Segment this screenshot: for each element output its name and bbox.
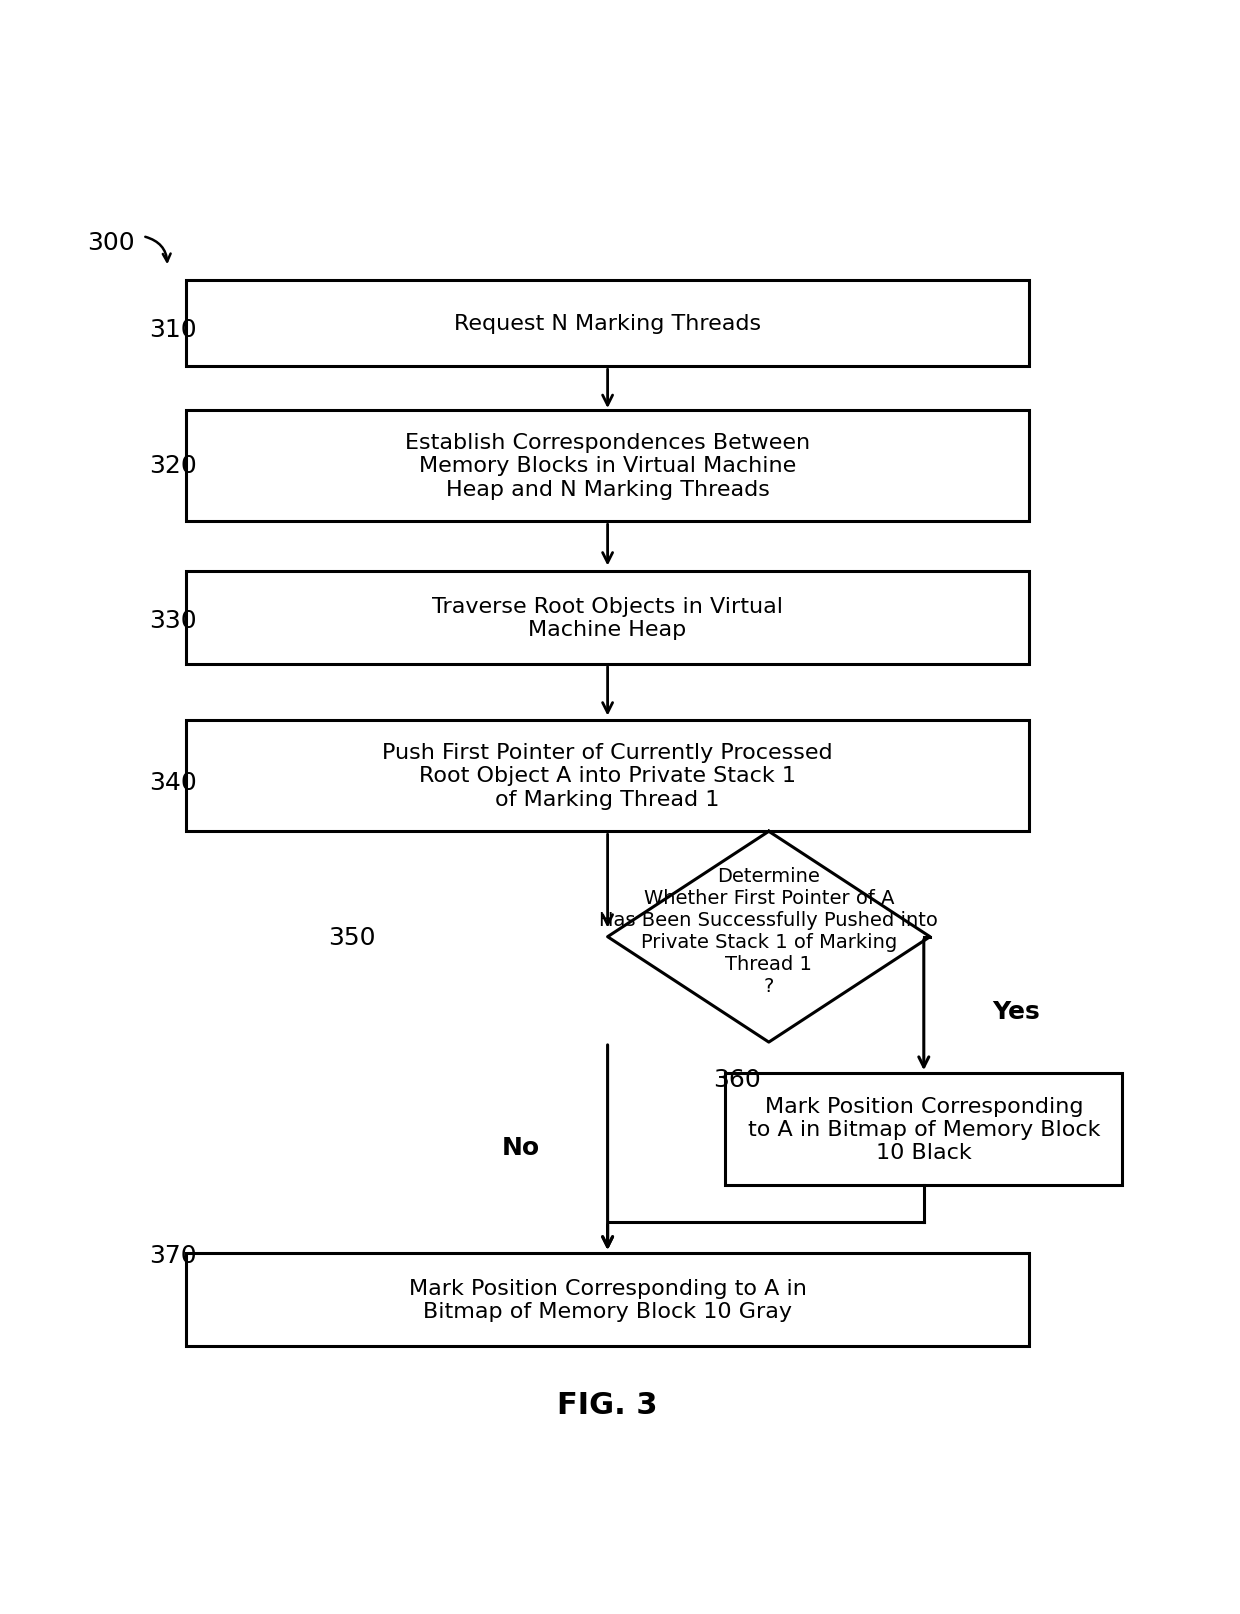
FancyBboxPatch shape	[186, 410, 1029, 521]
FancyBboxPatch shape	[186, 720, 1029, 831]
Text: 320: 320	[149, 454, 197, 478]
Text: 310: 310	[149, 318, 196, 342]
Text: Yes: Yes	[992, 999, 1040, 1023]
Text: 360: 360	[713, 1067, 761, 1091]
Text: Request N Marking Threads: Request N Marking Threads	[454, 313, 761, 334]
FancyBboxPatch shape	[186, 1252, 1029, 1346]
Text: Push First Pointer of Currently Processed
Root Object A into Private Stack 1
of : Push First Pointer of Currently Processe…	[382, 742, 833, 809]
Text: 330: 330	[149, 608, 196, 633]
Text: Establish Correspondences Between
Memory Blocks in Virtual Machine
Heap and N Ma: Establish Correspondences Between Memory…	[405, 433, 810, 499]
FancyBboxPatch shape	[186, 281, 1029, 366]
FancyBboxPatch shape	[186, 571, 1029, 665]
Text: FIG. 3: FIG. 3	[557, 1390, 658, 1419]
Text: Mark Position Corresponding
to A in Bitmap of Memory Block
10 Black: Mark Position Corresponding to A in Bitm…	[748, 1096, 1100, 1162]
Text: 300: 300	[87, 231, 134, 255]
Text: Traverse Root Objects in Virtual
Machine Heap: Traverse Root Objects in Virtual Machine…	[432, 597, 784, 639]
FancyBboxPatch shape	[725, 1073, 1122, 1185]
Text: 340: 340	[149, 770, 197, 794]
Text: 370: 370	[149, 1244, 196, 1267]
Text: 350: 350	[329, 925, 376, 949]
FancyArrowPatch shape	[145, 237, 171, 263]
Text: Determine
Whether First Pointer of A
Has Been Successfully Pushed into
Private S: Determine Whether First Pointer of A Has…	[599, 867, 939, 996]
Text: Mark Position Corresponding to A in
Bitmap of Memory Block 10 Gray: Mark Position Corresponding to A in Bitm…	[409, 1278, 806, 1322]
Text: No: No	[502, 1135, 539, 1159]
